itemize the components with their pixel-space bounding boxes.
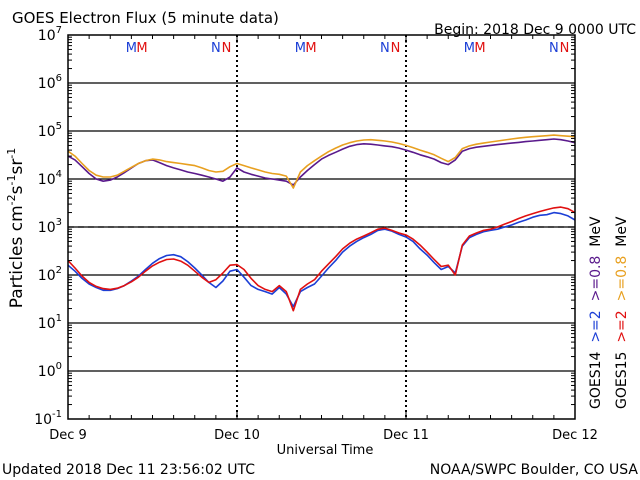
y-tick-exponent: -1 — [52, 409, 62, 420]
legend-spacer — [614, 301, 630, 310]
y-tick-label: 105 — [38, 121, 62, 140]
marker-m: M — [136, 41, 147, 56]
marker-n: N — [211, 41, 221, 56]
data-series — [67, 134, 576, 312]
legend-08mev: >=0.8 — [614, 256, 630, 302]
marker-m: M — [474, 41, 485, 56]
y-tick-label: 10-1 — [34, 409, 62, 428]
marker-n: N — [391, 41, 401, 56]
y-axis-label-exp1: -2 — [5, 194, 18, 205]
legend-unit: MeV — [614, 216, 630, 256]
x-tick-label: Dec 9 — [49, 428, 87, 443]
marker-m: M — [464, 41, 475, 56]
marker-n: N — [380, 41, 390, 56]
y-axis-label-exp3: -1 — [5, 148, 18, 159]
source-label: NOAA/SWPC Boulder, CO USA — [430, 462, 639, 478]
legend-08mev: >=0.8 — [588, 256, 604, 302]
y-tick-base: 10 — [38, 172, 56, 188]
marker-m: M — [295, 41, 306, 56]
y-tick-base: 10 — [38, 28, 56, 44]
grid-lines — [68, 35, 575, 419]
y-tick-exponent: 2 — [56, 265, 62, 276]
y-tick-base: 10 — [38, 76, 56, 92]
series-line-3 — [67, 134, 576, 189]
y-tick-base: 10 — [38, 268, 56, 284]
x-axis-label: Universal Time — [277, 443, 374, 458]
x-tick-label: Dec 11 — [383, 428, 429, 443]
y-axis-label-sr: sr — [7, 159, 27, 175]
y-axis-label: Particles cm-2s-1sr-1 — [5, 148, 27, 309]
y-tick-label: 107 — [38, 25, 62, 44]
y-tick-exponent: 3 — [56, 217, 62, 228]
legend-text: GOES14 >=2 >=0.8 MeV — [588, 216, 604, 409]
y-tick-label: 106 — [38, 73, 62, 92]
legend-satellite: GOES14 — [588, 351, 604, 409]
marker-n: N — [560, 41, 570, 56]
series-line-0 — [67, 211, 576, 308]
legend-2mev: >=2 — [588, 310, 604, 342]
legend-2mev: >=2 — [614, 310, 630, 342]
legend-unit: MeV — [588, 216, 604, 256]
y-tick-label: 101 — [38, 313, 62, 332]
legend-spacer — [588, 343, 604, 352]
y-tick-exponent: 5 — [56, 121, 62, 132]
y-tick-label: 102 — [38, 265, 62, 284]
legend-spacer — [588, 301, 604, 310]
marker-m: M — [126, 41, 137, 56]
y-tick-label: 100 — [38, 361, 62, 380]
y-tick-exponent: 0 — [56, 361, 62, 372]
begin-time: Begin: 2018 Dec 9 0000 UTC — [434, 22, 636, 38]
x-tick-label: Dec 12 — [552, 428, 598, 443]
series-line-1 — [67, 206, 576, 312]
y-tick-base: 10 — [38, 316, 56, 332]
y-tick-base: 10 — [34, 412, 52, 428]
marker-n: N — [222, 41, 232, 56]
legend-text: GOES15 >=2 >=0.8 MeV — [614, 216, 630, 409]
legend-column-goes14: GOES14 >=2 >=0.8 MeV — [588, 216, 604, 409]
y-tick-label: 103 — [38, 217, 62, 236]
chart-title: GOES Electron Flux (5 minute data) — [12, 9, 279, 27]
legend-satellite: GOES15 — [614, 352, 630, 409]
y-tick-base: 10 — [38, 220, 56, 236]
legend-spacer — [614, 343, 630, 352]
y-tick-exponent: 6 — [56, 73, 62, 84]
updated-time: Updated 2018 Dec 11 23:56:02 UTC — [2, 462, 255, 478]
y-tick-exponent: 1 — [56, 313, 62, 324]
x-tick-label: Dec 10 — [214, 428, 260, 443]
y-tick-label: 104 — [38, 169, 62, 188]
y-tick-exponent: 4 — [56, 169, 62, 180]
y-axis-label-base: Particles cm — [7, 205, 27, 308]
marker-n: N — [549, 41, 559, 56]
legend-column-goes15: GOES15 >=2 >=0.8 MeV — [614, 216, 630, 409]
y-tick-exponent: 7 — [56, 25, 62, 36]
y-axis-label-exp2: -1 — [5, 175, 18, 186]
y-axis-label-s: s — [7, 185, 27, 194]
y-tick-base: 10 — [38, 364, 56, 380]
y-tick-base: 10 — [38, 124, 56, 140]
marker-m: M — [305, 41, 316, 56]
